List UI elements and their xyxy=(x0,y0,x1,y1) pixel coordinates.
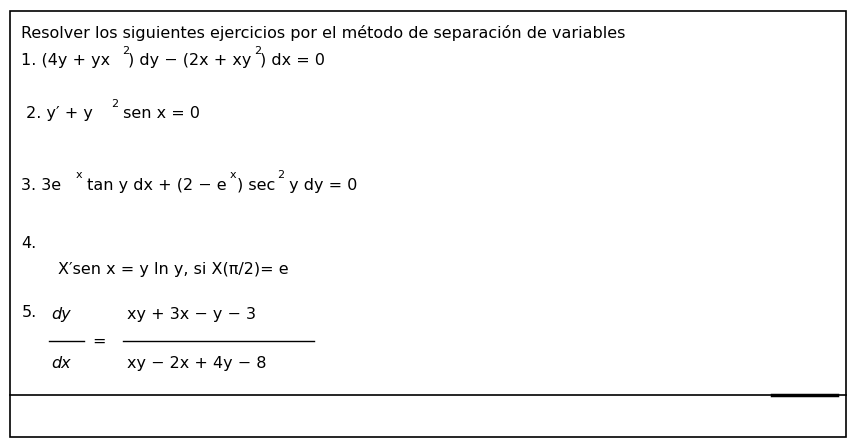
Text: 2: 2 xyxy=(122,45,129,55)
Text: 4.: 4. xyxy=(21,235,37,251)
Text: ) dx = 0: ) dx = 0 xyxy=(260,53,325,68)
Text: dy: dy xyxy=(51,307,71,322)
Text: tan y dx + (2 − e: tan y dx + (2 − e xyxy=(82,178,227,193)
Text: 2. y′ + y: 2. y′ + y xyxy=(21,106,94,121)
Text: xy − 2x + 4y − 8: xy − 2x + 4y − 8 xyxy=(127,356,267,371)
Text: 2: 2 xyxy=(277,170,284,180)
Text: dx: dx xyxy=(51,356,71,371)
Text: sen x = 0: sen x = 0 xyxy=(118,106,200,121)
Text: 3. 3e: 3. 3e xyxy=(21,178,62,193)
Text: 1. (4y + yx: 1. (4y + yx xyxy=(21,53,111,68)
Text: X′sen x = y ln y, si X(π/2)= e: X′sen x = y ln y, si X(π/2)= e xyxy=(58,262,289,277)
Text: ) sec: ) sec xyxy=(237,178,275,193)
Text: xy + 3x − y − 3: xy + 3x − y − 3 xyxy=(127,307,256,322)
Text: y dy = 0: y dy = 0 xyxy=(284,178,358,193)
Text: ) dy − (2x + xy: ) dy − (2x + xy xyxy=(128,53,251,68)
Text: =: = xyxy=(93,334,106,349)
Text: 2: 2 xyxy=(112,99,118,109)
Text: x: x xyxy=(76,170,82,180)
Text: 2: 2 xyxy=(254,45,261,55)
Text: Resolver los siguientes ejercicios por el método de separación de variables: Resolver los siguientes ejercicios por e… xyxy=(21,25,625,41)
FancyBboxPatch shape xyxy=(10,11,846,437)
Text: 5.: 5. xyxy=(21,305,37,320)
Text: x: x xyxy=(230,170,237,180)
